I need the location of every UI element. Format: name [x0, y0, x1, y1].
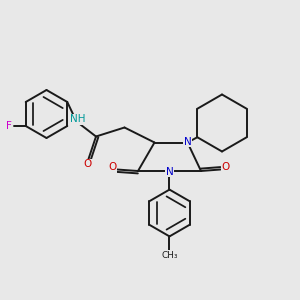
Text: O: O	[221, 162, 230, 172]
Text: O: O	[84, 159, 92, 170]
Text: N: N	[184, 136, 191, 147]
Text: NH: NH	[70, 114, 85, 124]
Text: O: O	[108, 162, 117, 172]
Text: F: F	[6, 121, 12, 131]
Text: CH₃: CH₃	[161, 250, 178, 260]
Text: N: N	[166, 167, 173, 177]
